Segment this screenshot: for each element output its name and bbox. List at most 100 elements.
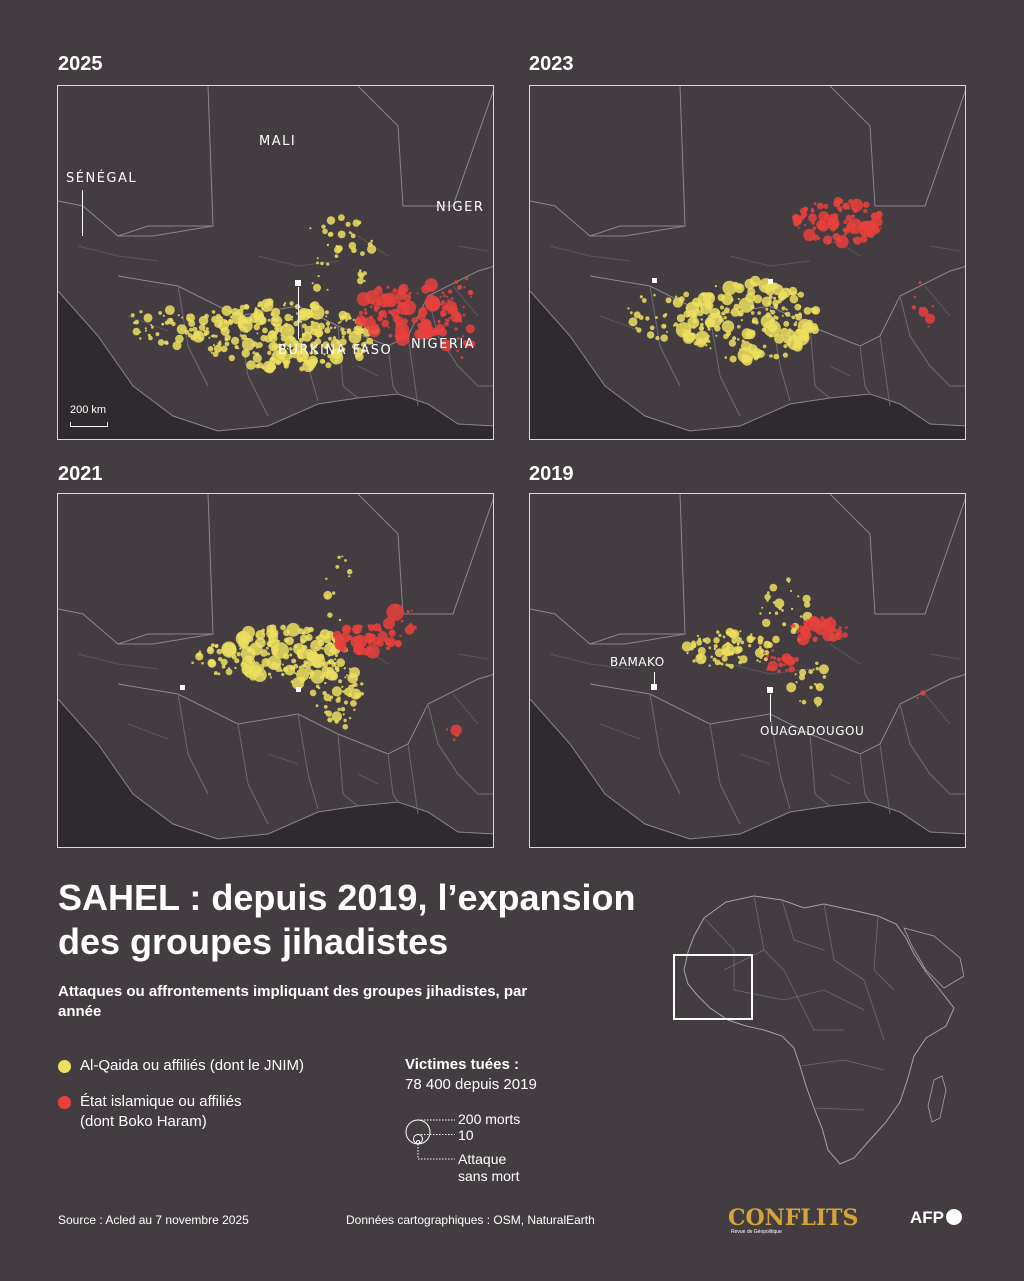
- ei-attack-dot: [852, 208, 858, 214]
- alqaida-attack-dot: [321, 359, 326, 364]
- alqaida-attack-dot: [245, 329, 249, 333]
- alqaida-attack-dot: [696, 634, 700, 638]
- alqaida-attack-dot: [757, 635, 764, 643]
- ei-attack-dot: [440, 339, 453, 352]
- alqaida-attack-dot: [769, 319, 775, 325]
- alqaida-attack-dot: [639, 295, 643, 299]
- alqaida-attack-dot: [252, 661, 260, 669]
- alqaida-attack-dot: [783, 320, 790, 327]
- alqaida-attack-dot: [729, 651, 735, 656]
- ei-attack-dot: [838, 198, 844, 204]
- label-senegal: SÉNÉGAL: [66, 171, 138, 186]
- alqaida-attack-dot: [324, 327, 331, 334]
- ei-attack-dot: [863, 227, 866, 231]
- alqaida-attack-dot: [717, 293, 725, 302]
- alqaida-attack-dot: [214, 334, 218, 338]
- ei-attack-dot: [349, 637, 353, 641]
- alqaida-attack-dot: [265, 659, 270, 663]
- alqaida-attack-dot: [326, 243, 330, 247]
- alqaida-attack-dot: [326, 630, 334, 639]
- alqaida-attack-dot: [326, 262, 330, 266]
- ei-attack-dot: [462, 306, 465, 309]
- ei-attack-dot: [366, 645, 372, 651]
- alqaida-attack-dot: [294, 672, 297, 675]
- border-nigeria: [899, 703, 965, 795]
- border-mauritania: [58, 608, 214, 645]
- year-2019: 2019: [529, 463, 574, 485]
- alqaida-attack-dot: [714, 659, 721, 666]
- alqaida-attack-dot: [176, 324, 187, 335]
- alqaida-attack-dot: [244, 667, 255, 679]
- alqaida-attack-dot: [329, 649, 333, 653]
- alqaida-attack-dot: [275, 359, 282, 366]
- ei-attack-dot: [384, 638, 389, 643]
- alqaida-attack-dot: [341, 685, 344, 688]
- alqaida-attack-dot: [337, 707, 341, 712]
- alqaida-attack-dot: [353, 708, 356, 712]
- alqaida-attack-dot: [790, 607, 794, 611]
- alqaida-attack-dot: [795, 681, 798, 684]
- alqaida-attack-dot: [324, 345, 328, 350]
- alqaida-attack-dot: [784, 312, 787, 315]
- alqaida-attack-dot: [325, 362, 332, 369]
- border-mali-niger: [829, 86, 965, 207]
- alqaida-attack-dot: [724, 356, 728, 359]
- alqaida-attack-dot: [371, 342, 374, 345]
- alqaida-attack-dot: [707, 327, 711, 331]
- alqaida-attack-dot: [260, 334, 267, 342]
- alqaida-attack-dot: [258, 316, 267, 325]
- alqaida-attack-dot: [345, 319, 348, 322]
- alqaida-attack-dot: [799, 615, 803, 618]
- alqaida-attack-dot: [158, 311, 163, 315]
- ei-attack-dot: [927, 325, 930, 328]
- ei-attack-dot: [450, 297, 454, 301]
- alqaida-attack-dot: [348, 231, 352, 234]
- ei-attack-dot: [833, 200, 841, 208]
- alqaida-attack-dot: [338, 618, 342, 622]
- alqaida-attack-dot: [220, 345, 228, 353]
- scale-bar-label: 200 km: [70, 404, 107, 416]
- legend-ei-line-1: État islamique ou affiliés: [80, 1093, 242, 1110]
- alqaida-attack-dot: [803, 601, 811, 608]
- alqaida-attack-dot: [353, 682, 358, 687]
- alqaida-attack-dot: [765, 312, 771, 318]
- alqaida-attack-dot: [349, 675, 354, 679]
- alqaida-attack-dot: [281, 663, 284, 666]
- ei-attack-dot: [455, 733, 460, 737]
- ei-attack-dot: [783, 663, 786, 667]
- alqaida-attack-dot: [246, 655, 249, 658]
- alqaida-attack-dot: [296, 342, 300, 347]
- ei-attack-dot: [831, 223, 838, 230]
- alqaida-attack-dot: [268, 341, 279, 352]
- ocean: [58, 291, 493, 439]
- ocean: [530, 291, 965, 439]
- alqaida-attack-dot: [759, 612, 762, 615]
- ei-attack-dot: [385, 637, 396, 648]
- alqaida-attack-dot: [696, 653, 703, 660]
- ei-attack-dot: [406, 305, 409, 308]
- alqaida-attack-dot: [764, 283, 773, 292]
- alqaida-attack-dot: [728, 339, 737, 347]
- ocean: [58, 699, 493, 847]
- alqaida-attack-dot: [212, 344, 216, 347]
- alqaida-attack-dot: [740, 319, 743, 322]
- alqaida-attack-dot: [748, 644, 752, 648]
- alqaida-attack-dot: [725, 641, 731, 647]
- alqaida-attack-dot: [329, 671, 339, 681]
- alqaida-attack-dot: [214, 645, 218, 649]
- alqaida-attack-dot: [252, 351, 256, 355]
- border-south: [117, 674, 493, 755]
- alqaida-attack-dot: [799, 700, 802, 703]
- ei-attack-dot: [450, 311, 462, 323]
- border-north: [589, 494, 686, 645]
- border-north: [117, 494, 214, 645]
- alqaida-attack-dot: [362, 271, 367, 276]
- alqaida-attack-dot: [289, 653, 293, 657]
- alqaida-attack-dot: [327, 232, 333, 237]
- alqaida-attack-dot: [287, 353, 293, 360]
- alqaida-attack-dot: [707, 334, 710, 338]
- alqaida-attack-dot: [330, 326, 333, 330]
- alqaida-attack-dot: [326, 216, 336, 225]
- alqaida-attack-dot: [655, 336, 660, 341]
- alqaida-attack-dot: [348, 331, 362, 344]
